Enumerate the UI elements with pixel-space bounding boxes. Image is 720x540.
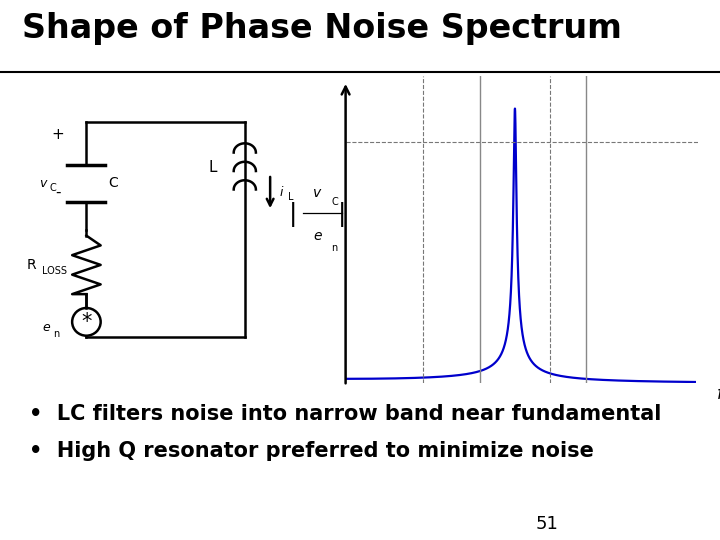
Text: L: L bbox=[287, 192, 293, 202]
Text: n: n bbox=[53, 328, 59, 339]
Text: C: C bbox=[50, 183, 57, 193]
Text: e: e bbox=[313, 228, 322, 242]
Text: n: n bbox=[331, 243, 338, 253]
Text: •  LC filters noise into narrow band near fundamental: • LC filters noise into narrow band near… bbox=[29, 403, 661, 424]
Text: v: v bbox=[313, 186, 322, 200]
Text: •  High Q resonator preferred to minimize noise: • High Q resonator preferred to minimize… bbox=[29, 441, 594, 461]
Text: v: v bbox=[39, 177, 46, 190]
Text: i: i bbox=[279, 186, 283, 199]
Text: C: C bbox=[109, 177, 118, 190]
Text: *: * bbox=[81, 312, 91, 332]
Text: L: L bbox=[209, 160, 217, 176]
Text: 51: 51 bbox=[536, 515, 559, 533]
Text: e: e bbox=[42, 321, 50, 334]
Text: Shape of Phase Noise Spectrum: Shape of Phase Noise Spectrum bbox=[22, 12, 621, 45]
Text: |: | bbox=[338, 201, 346, 227]
Text: |: | bbox=[289, 201, 297, 227]
Text: LOSS: LOSS bbox=[42, 266, 67, 276]
Text: +: + bbox=[52, 126, 64, 141]
Text: R: R bbox=[26, 258, 36, 272]
Text: f: f bbox=[716, 386, 720, 403]
Text: C: C bbox=[331, 197, 338, 207]
Text: -: - bbox=[55, 185, 60, 200]
